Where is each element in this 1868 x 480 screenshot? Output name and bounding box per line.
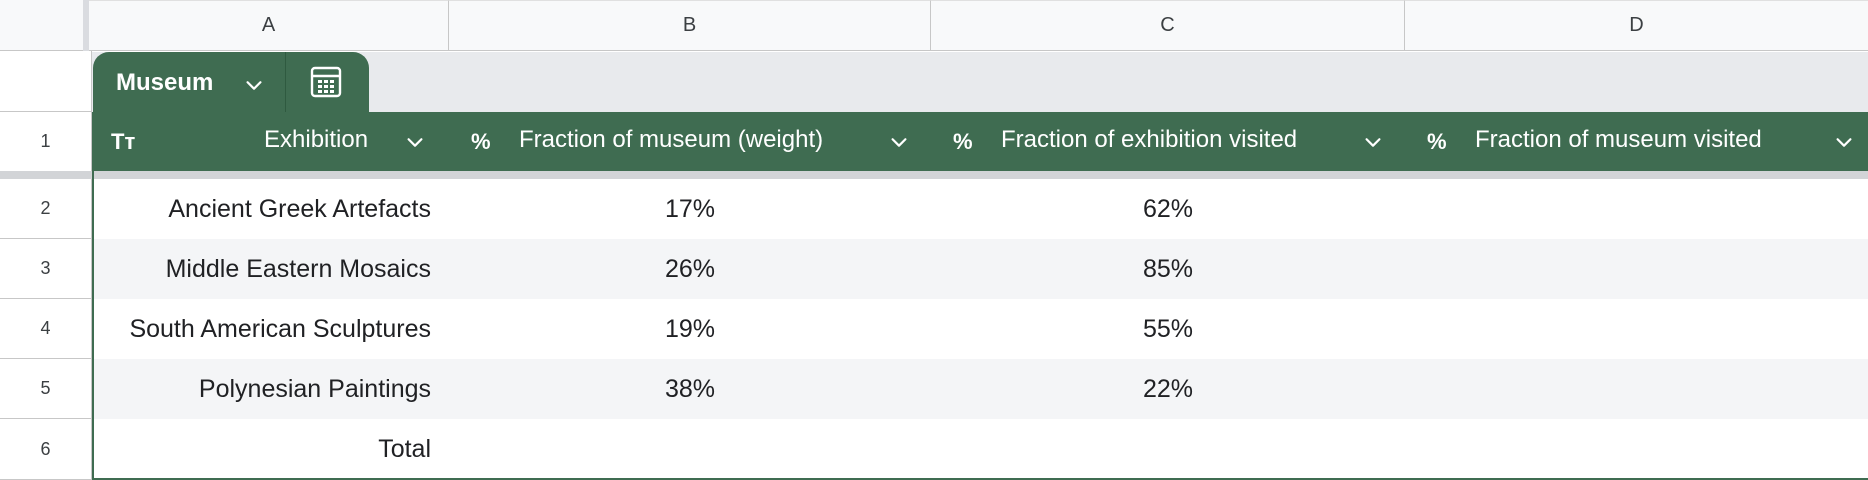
tab-divider [285,52,286,112]
table-row: Polynesian Paintings 38% 22% [92,359,1868,419]
table-border-bottom [92,478,1868,480]
museum-visited-cell[interactable] [1405,359,1868,419]
row-header-blank [0,51,92,112]
museum-visited-cell[interactable] [1405,179,1868,239]
row-number: 4 [40,318,51,338]
percent-icon: % [953,129,973,154]
row-header-3[interactable]: 3 [0,239,92,299]
exhibition-cell[interactable]: Ancient Greek Artefacts [168,194,431,223]
visited-cell[interactable]: 55% [1142,314,1194,343]
table-tab: Museum [93,52,369,112]
table-row: South American Sculptures 19% 55% [92,299,1868,359]
calculator-icon[interactable] [309,65,343,99]
column-header-c[interactable]: C [931,0,1405,51]
visited-cell[interactable]: 22% [1142,374,1194,403]
chevron-down-icon[interactable] [243,74,265,96]
table-row: Middle Eastern Mosaics 26% 85% [92,239,1868,299]
column-header-a[interactable]: A [89,0,449,51]
header-label: Fraction of museum visited [1475,126,1762,153]
header-label: Fraction of exhibition visited [1001,126,1298,153]
freeze-column-handle[interactable] [83,0,89,51]
museum-visited-cell[interactable] [1405,239,1868,299]
chevron-down-icon[interactable] [1362,131,1384,153]
visited-cell[interactable]: 62% [1142,194,1194,223]
select-all-corner[interactable] [0,0,89,51]
table-row: Ancient Greek Artefacts 17% 62% [92,179,1868,239]
chevron-down-icon[interactable] [888,131,910,153]
weight-cell[interactable]: 17% [664,194,716,223]
exhibition-cell[interactable]: South American Sculptures [129,314,431,343]
column-letter: C [1160,14,1175,36]
visited-cell[interactable]: 85% [1142,254,1194,283]
weight-cell[interactable]: 19% [664,314,716,343]
header-exhibition[interactable]: Tт Exhibition [92,112,449,171]
total-label-cell[interactable]: Total [378,434,431,463]
row-number: 1 [40,131,51,151]
column-letter: B [682,14,697,36]
row-number: 2 [40,198,51,218]
row-number: 3 [40,258,51,278]
museum-visited-cell[interactable] [1405,299,1868,359]
row-header-2[interactable]: 2 [0,179,92,239]
chevron-down-icon[interactable] [1833,131,1855,153]
column-header-d[interactable]: D [1405,0,1868,51]
weight-cell[interactable] [449,419,931,479]
text-type-icon: Tт [111,129,136,154]
table-header-row: Tт Exhibition % Fraction of museum (weig… [92,112,1868,171]
percent-icon: % [471,129,491,154]
table-name-band [92,52,1868,112]
visited-cell[interactable] [931,419,1405,479]
header-fraction-museum-visited[interactable]: % Fraction of museum visited [1405,112,1868,171]
header-fraction-weight[interactable]: % Fraction of museum (weight) [449,112,931,171]
column-letter: D [1629,14,1644,36]
table-border-left [92,112,94,480]
header-label: Exhibition [264,126,369,153]
row-number: 5 [40,378,51,398]
freeze-row-divider[interactable] [0,171,1868,179]
weight-cell[interactable]: 38% [664,374,716,403]
row-header-4[interactable]: 4 [0,299,92,359]
row-header-6[interactable]: 6 [0,419,92,480]
column-header-b[interactable]: B [449,0,931,51]
header-fraction-exhibition-visited[interactable]: % Fraction of exhibition visited [931,112,1405,171]
exhibition-cell[interactable]: Polynesian Paintings [198,374,431,403]
header-label: Fraction of museum (weight) [519,126,824,153]
row-number: 6 [40,438,51,459]
percent-icon: % [1427,129,1447,154]
exhibition-cell[interactable]: Middle Eastern Mosaics [165,254,431,283]
row-header-1[interactable]: 1 [0,112,92,172]
weight-cell[interactable]: 26% [664,254,716,283]
row-header-5[interactable]: 5 [0,359,92,419]
table-row-total: Total [92,419,1868,479]
table-name[interactable]: Museum [116,69,214,96]
museum-visited-cell[interactable] [1405,419,1868,479]
chevron-down-icon[interactable] [404,131,426,153]
column-letter: A [261,14,276,36]
